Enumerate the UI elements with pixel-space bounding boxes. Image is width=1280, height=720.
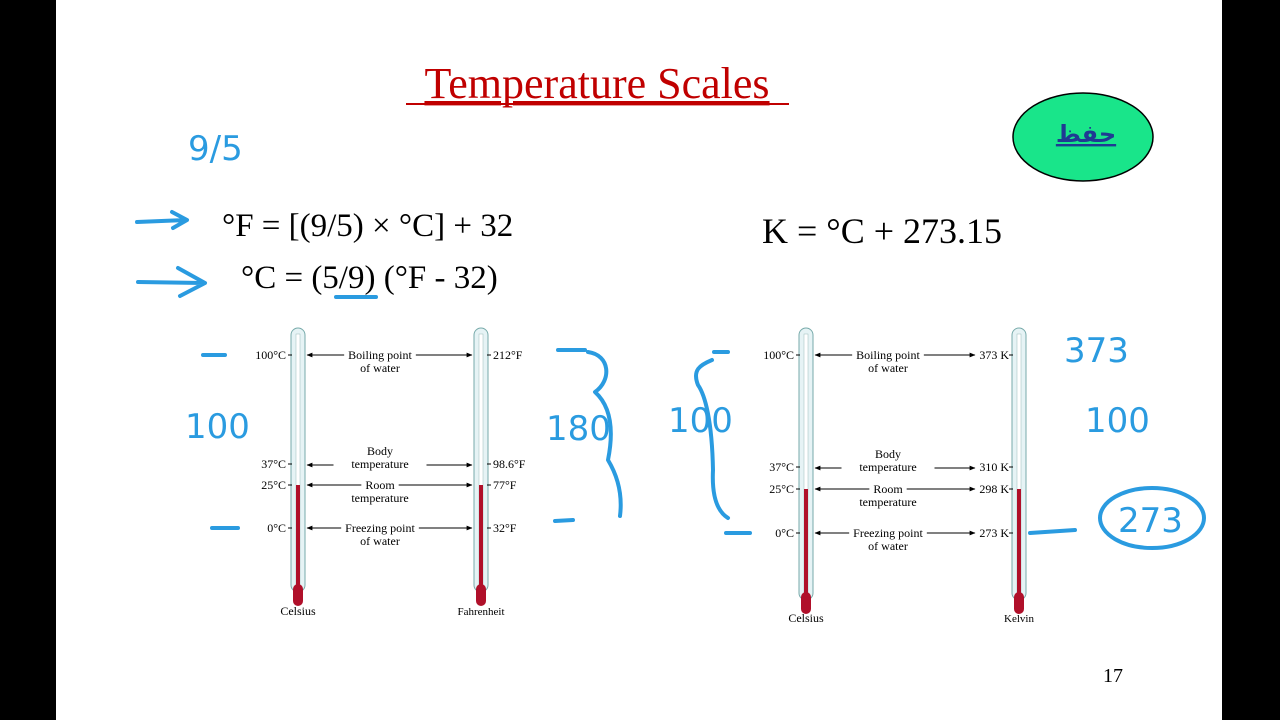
scale-name: Celsius xyxy=(788,611,824,625)
label-line: Body xyxy=(367,444,393,458)
ink-circle xyxy=(1098,486,1206,550)
handwriting: 9/5 xyxy=(188,129,243,169)
scale-name: Kelvin xyxy=(1004,613,1034,625)
label-line: temperature xyxy=(351,491,408,505)
thermometer-bulb xyxy=(476,584,486,606)
thermometer-liquid xyxy=(1017,489,1021,600)
tick-label: 100°C xyxy=(255,348,286,362)
badge xyxy=(1012,92,1154,182)
tick-label: 310 K xyxy=(979,460,1009,474)
tick-label: 0°C xyxy=(775,526,794,540)
tick-label: 32°F xyxy=(493,521,517,535)
thermometer-liquid xyxy=(804,489,808,600)
badge-text: حفظ xyxy=(1056,120,1116,148)
ink-dash xyxy=(201,348,1077,535)
label-line: Room xyxy=(365,478,395,492)
tick-label: 0°C xyxy=(267,521,286,535)
thermometer-bulb xyxy=(293,584,303,606)
page-number: 17 xyxy=(1103,665,1123,687)
handwriting: 100 xyxy=(185,407,250,447)
slide-title: Temperature Scales xyxy=(424,59,769,108)
label-line: Freezing point xyxy=(853,526,923,540)
label-line: of water xyxy=(360,361,400,375)
formula: °C = (5/9) (°F - 32) xyxy=(241,260,498,296)
handwriting: 273 xyxy=(1118,501,1183,541)
label-line: temperature xyxy=(351,457,408,471)
ink-strokes xyxy=(135,210,1206,550)
diagrams: Celsius Fahrenheit 100°C 212°F Boiling point… xyxy=(255,327,1034,625)
tick-label: 37°C xyxy=(261,457,286,471)
label-line: Boiling point xyxy=(856,348,920,362)
thermometer-bulb xyxy=(801,592,811,614)
tick-label: 25°C xyxy=(261,478,286,492)
formula: K = °C + 273.15 xyxy=(762,211,1002,251)
label-line: Boiling point xyxy=(348,348,412,362)
ink-arrow xyxy=(135,210,189,230)
label-line: of water xyxy=(868,361,908,375)
handwriting: 373 xyxy=(1064,331,1129,371)
handwriting: 100 xyxy=(1085,401,1150,441)
label-line: Freezing point xyxy=(345,521,415,535)
tick-label: 98.6°F xyxy=(493,457,526,471)
tick-label: 298 K xyxy=(979,482,1009,496)
ink-arrow xyxy=(136,266,207,298)
tick-label: 25°C xyxy=(769,482,794,496)
thermometer-bulb xyxy=(1014,592,1024,614)
tick-label: 77°F xyxy=(493,478,517,492)
thermometer-liquid xyxy=(479,485,483,592)
tick-label: 100°C xyxy=(763,348,794,362)
ink-brace xyxy=(693,358,730,520)
label-line: temperature xyxy=(859,495,916,509)
tick-label: 373 K xyxy=(979,348,1009,362)
tick-label: 273 K xyxy=(979,526,1009,540)
label-line: of water xyxy=(868,539,908,553)
handwriting: 180 xyxy=(546,409,611,449)
tick-label: 212°F xyxy=(493,348,523,362)
formula: °F = [(9/5) × °C] + 32 xyxy=(222,208,513,244)
tick-label: 37°C xyxy=(769,460,794,474)
label-line: temperature xyxy=(859,460,916,474)
scale-name: Fahrenheit xyxy=(457,606,504,618)
handwriting: 100 xyxy=(668,401,733,441)
thermometer-liquid xyxy=(296,485,300,592)
label-line: Body xyxy=(875,447,901,461)
label-line: of water xyxy=(360,534,400,548)
scale-name: Celsius xyxy=(280,604,316,618)
ink-brace xyxy=(586,350,623,518)
label-line: Room xyxy=(873,482,903,496)
